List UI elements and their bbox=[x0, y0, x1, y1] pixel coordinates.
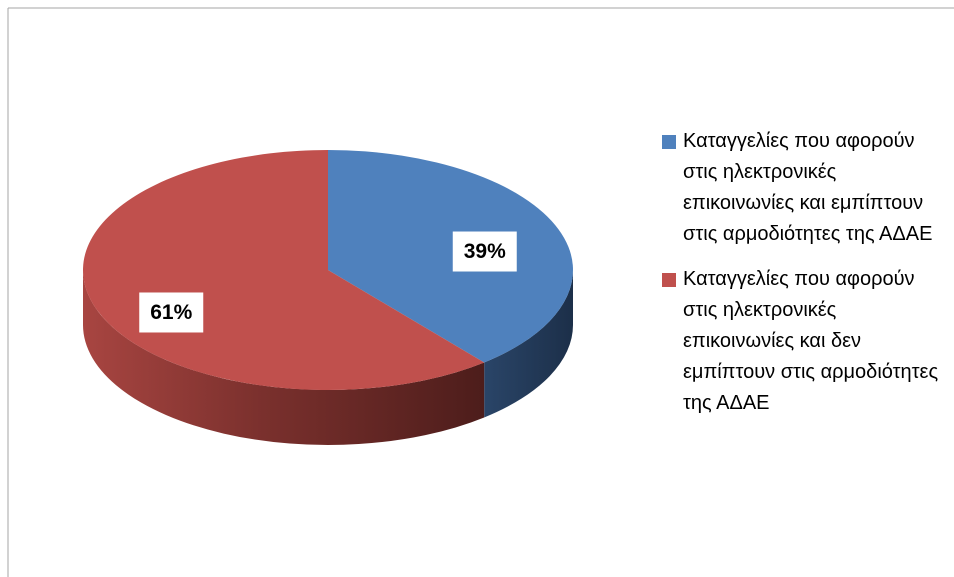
slice bbox=[328, 150, 573, 363]
slice-side bbox=[83, 270, 485, 445]
legend: Καταγγελίες που αφορούν στις ηλεκτρονικέ… bbox=[662, 126, 947, 433]
legend-swatch bbox=[662, 273, 676, 287]
value-label: 39% bbox=[464, 240, 506, 263]
legend-item: Καταγγελίες που αφορούν στις ηλεκτρονικέ… bbox=[662, 126, 947, 250]
slice-side bbox=[484, 270, 573, 418]
legend-label: Καταγγελίες που αφορούν στις ηλεκτρονικέ… bbox=[683, 268, 939, 414]
legend-item: Καταγγελίες που αφορούν στις ηλεκτρονικέ… bbox=[662, 264, 947, 419]
value-label: 61% bbox=[150, 301, 192, 324]
legend-label: Καταγγελίες που αφορούν στις ηλεκτρονικέ… bbox=[683, 130, 933, 245]
legend-swatch bbox=[662, 135, 676, 149]
value-label-box bbox=[139, 292, 204, 333]
value-label-box bbox=[452, 231, 517, 272]
